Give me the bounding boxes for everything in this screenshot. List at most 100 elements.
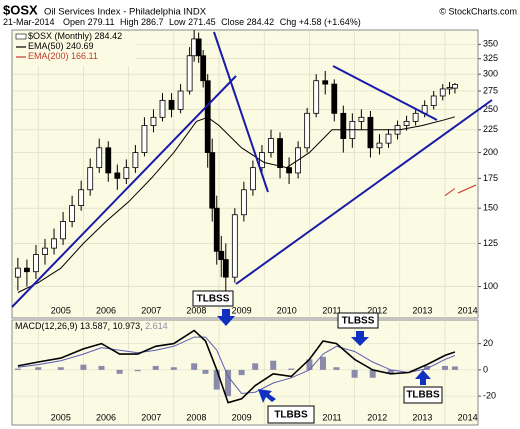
candle-body xyxy=(218,250,225,260)
candle-body xyxy=(376,142,383,149)
line xyxy=(17,116,456,293)
arrow xyxy=(217,309,235,326)
legend-value: 240.69 xyxy=(66,41,94,51)
candle-body xyxy=(150,116,157,126)
line xyxy=(17,336,456,395)
histogram-bar xyxy=(14,368,21,370)
candle-body xyxy=(114,172,121,179)
histogram-bar xyxy=(288,368,295,370)
y-tick-label: 300 xyxy=(483,69,498,79)
candle-body xyxy=(105,147,112,174)
legend-name: EMA(50) xyxy=(28,41,64,51)
annotation: TLBSS xyxy=(197,294,230,305)
histogram-bar xyxy=(57,367,64,370)
annotation-box xyxy=(337,312,379,329)
candle-body xyxy=(209,152,216,209)
legend-bg xyxy=(14,32,136,66)
candle-body xyxy=(304,112,311,149)
histogram-bar xyxy=(333,367,340,370)
candle-body xyxy=(412,112,419,122)
candle-body xyxy=(24,267,30,273)
candle-body xyxy=(60,221,66,240)
candle-body xyxy=(322,80,329,85)
candle-body xyxy=(439,88,446,97)
histogram-bar xyxy=(351,369,358,378)
candle-body xyxy=(69,205,76,222)
histogram-bar xyxy=(442,365,449,370)
x-tick-label: 2009 xyxy=(232,305,252,315)
histogram-bar xyxy=(238,369,245,376)
candle-body xyxy=(200,55,207,82)
candle-body xyxy=(286,167,292,174)
y-tick-label: 225 xyxy=(483,124,498,134)
x-tick-label: 2007 xyxy=(141,412,161,422)
annotation: TLBSS xyxy=(342,316,375,327)
candle-body xyxy=(430,95,437,106)
trendline xyxy=(235,99,493,285)
x-tick-label: 2008 xyxy=(186,412,206,422)
x-tick-label: 2013 xyxy=(412,412,432,422)
quote-label: Chg xyxy=(280,17,297,27)
price-panel xyxy=(11,29,479,319)
histogram-bar xyxy=(116,369,123,374)
x-tick-label: 2014 xyxy=(458,305,478,315)
candle-body xyxy=(195,38,202,57)
candle-body xyxy=(213,207,220,252)
histogram-bar xyxy=(369,369,376,378)
x-tick-label: 2010 xyxy=(277,305,297,315)
quote-value: 284.42 xyxy=(247,17,275,27)
histogram-bar xyxy=(252,363,259,370)
quote-line: 21-Mar-2014 Open 279.11 High 286.7 Low 2… xyxy=(3,17,361,27)
trendline xyxy=(11,75,237,308)
histogram-bar xyxy=(202,369,209,374)
candle-body xyxy=(51,238,57,249)
x-tick-label: 2011 xyxy=(322,412,341,422)
candle-body xyxy=(403,120,410,126)
histogram-bar xyxy=(270,360,277,370)
candle-body xyxy=(78,189,85,207)
candle-body xyxy=(367,116,374,149)
histogram-bar xyxy=(387,369,394,374)
y-tick-label: 125 xyxy=(483,238,498,248)
legend-swatch xyxy=(15,33,27,40)
trendline xyxy=(332,65,438,121)
candle-body xyxy=(240,189,247,216)
candle-body xyxy=(177,90,184,110)
histogram-bar xyxy=(35,367,42,370)
legend-value: 284.42 xyxy=(95,31,123,41)
histogram-bar xyxy=(451,366,458,370)
quote-label: High xyxy=(120,17,139,27)
candle-body xyxy=(358,116,365,122)
candle-body xyxy=(96,147,103,169)
arrow xyxy=(351,331,369,346)
x-tick-label: 2013 xyxy=(412,305,432,315)
x-tick-label: 2006 xyxy=(96,305,116,315)
quote-label: Open xyxy=(63,17,85,27)
annotations: TLBSS TLBSS TLBBS TLBBS xyxy=(192,290,443,424)
histogram-bar xyxy=(134,369,141,372)
y-tick-label: 250 xyxy=(483,104,498,114)
y-tick-label: 325 xyxy=(483,53,498,63)
y-tick-label: 200 xyxy=(483,147,498,157)
y-tick-label: 100 xyxy=(483,281,498,291)
x-tick-label: 2012 xyxy=(367,305,387,315)
candle-body xyxy=(42,247,48,255)
annotation: TLBBS xyxy=(274,410,308,421)
x-tick-label: 2006 xyxy=(96,412,116,422)
quote-value: 286.7 xyxy=(141,17,164,27)
legend-value: 13.587 xyxy=(80,321,108,331)
chart-subtitle: Oil Services Index - Philadelphia INDX xyxy=(44,7,207,18)
x-tick-label: 2011 xyxy=(322,305,341,315)
x-tick-label: 2007 xyxy=(141,305,161,315)
candle-body xyxy=(259,152,265,169)
legend-name: $OSX (Monthly) xyxy=(28,31,92,41)
line xyxy=(444,188,456,197)
candle-body xyxy=(446,87,453,90)
annotation: TLBBS xyxy=(406,390,440,401)
candle-body xyxy=(204,80,211,153)
candle-body xyxy=(141,125,148,153)
legend-name: EMA(200) xyxy=(28,51,69,61)
histogram-bar xyxy=(213,369,220,390)
y-tick-label: 175 xyxy=(483,173,498,183)
